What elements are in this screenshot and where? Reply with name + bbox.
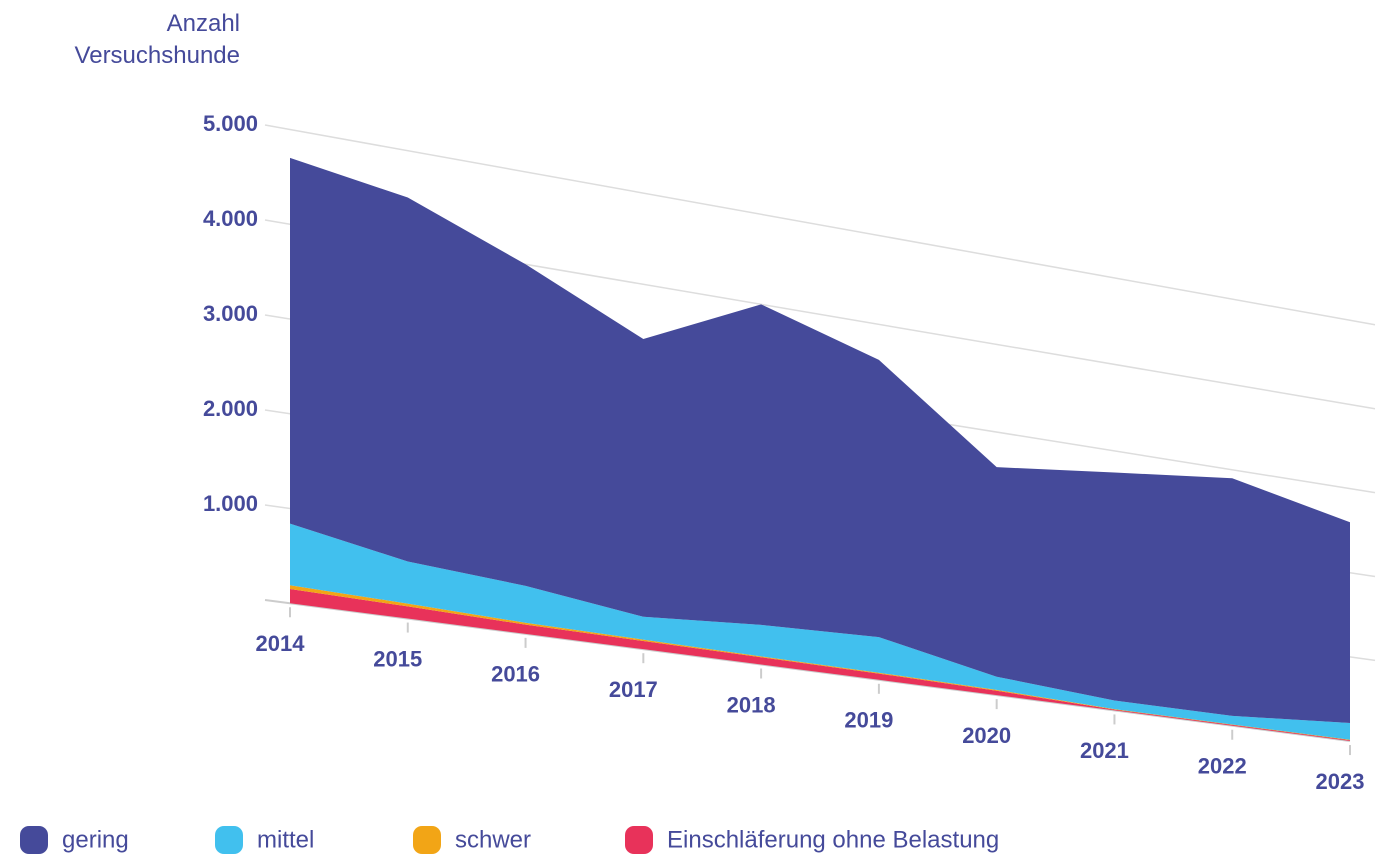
area [290, 523, 1350, 740]
area [290, 157, 1350, 723]
x-tick-label: 2018 [727, 692, 776, 717]
x-tick-label: 2015 [373, 646, 422, 671]
x-tick-label: 2016 [491, 662, 540, 687]
x-tick-label: 2017 [609, 677, 658, 702]
legend-label: schwer [455, 826, 531, 853]
x-tick-label: 2022 [1198, 754, 1247, 779]
y-tick-label: 3.000 [203, 301, 258, 326]
y-axis-title: Anzahl Versuchshunde [74, 10, 240, 69]
x-tick-label: 2021 [1080, 738, 1129, 763]
legend-marker [625, 826, 653, 854]
x-tick-label: 2020 [962, 723, 1011, 748]
legend-label: Einschläferung ohne Belastung [667, 826, 999, 853]
x-tick-label: 2023 [1316, 769, 1365, 794]
x-tick-label: 2019 [844, 708, 893, 733]
legend-marker [20, 826, 48, 854]
grid-line [264, 124, 1376, 326]
legend-marker [413, 826, 441, 854]
y-tick-label: 5.000 [203, 111, 258, 136]
y-tick-label: 1.000 [203, 491, 258, 516]
y-tick-label: 2.000 [203, 396, 258, 421]
legend-marker [215, 826, 243, 854]
y-tick-label: 4.000 [203, 206, 258, 231]
x-tick-label: 2014 [256, 631, 306, 656]
legend-label: gering [62, 826, 129, 853]
legend-label: mittel [257, 826, 314, 853]
